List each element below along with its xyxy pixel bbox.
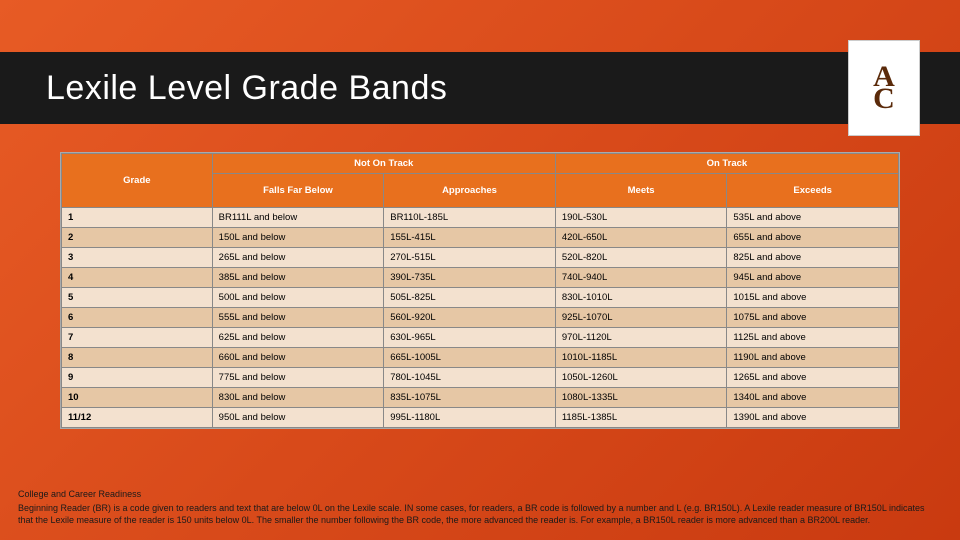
band-cell: 1015L and above	[727, 288, 899, 308]
table-row: 1BR111L and belowBR110L-185L190L-530L535…	[62, 208, 899, 228]
band-cell: 520L-820L	[555, 248, 727, 268]
band-cell: 665L-1005L	[384, 348, 556, 368]
band-cell: 950L and below	[212, 408, 384, 428]
band-cell: 775L and below	[212, 368, 384, 388]
table-row: 3265L and below270L-515L520L-820L825L an…	[62, 248, 899, 268]
grade-cell: 4	[62, 268, 213, 288]
grade-cell: 1	[62, 208, 213, 228]
band-cell: 945L and above	[727, 268, 899, 288]
band-cell: 740L-940L	[555, 268, 727, 288]
band-cell: 995L-1180L	[384, 408, 556, 428]
band-cell: 1390L and above	[727, 408, 899, 428]
band-cell: 535L and above	[727, 208, 899, 228]
logo-letter-c: C	[873, 88, 895, 111]
page-title: Lexile Level Grade Bands	[46, 69, 447, 108]
band-cell: BR111L and below	[212, 208, 384, 228]
logo-letters: A C	[873, 66, 895, 111]
grade-cell: 2	[62, 228, 213, 248]
band-cell: 1050L-1260L	[555, 368, 727, 388]
band-cell: 1010L-1185L	[555, 348, 727, 368]
band-cell: 1080L-1335L	[555, 388, 727, 408]
band-cell: 1190L and above	[727, 348, 899, 368]
lexile-table-container: Grade Not On Track On Track Falls Far Be…	[60, 152, 900, 429]
band-cell: 155L-415L	[384, 228, 556, 248]
band-cell: 625L and below	[212, 328, 384, 348]
band-cell: 830L-1010L	[555, 288, 727, 308]
band-cell: 500L and below	[212, 288, 384, 308]
grade-cell: 6	[62, 308, 213, 328]
subheader-approaches: Approaches	[384, 174, 556, 208]
subheader-falls-far-below: Falls Far Below	[212, 174, 384, 208]
header-on-track: On Track	[555, 154, 898, 174]
table-row: 4385L and below390L-735L740L-940L945L an…	[62, 268, 899, 288]
band-cell: 1075L and above	[727, 308, 899, 328]
band-cell: 560L-920L	[384, 308, 556, 328]
table-row: 2150L and below155L-415L420L-650L655L an…	[62, 228, 899, 248]
band-cell: 265L and below	[212, 248, 384, 268]
lexile-table: Grade Not On Track On Track Falls Far Be…	[61, 153, 899, 428]
band-cell: 190L-530L	[555, 208, 727, 228]
grade-cell: 10	[62, 388, 213, 408]
band-cell: 1185L-1385L	[555, 408, 727, 428]
slide: Lexile Level Grade Bands A C Grade Not O…	[0, 0, 960, 540]
band-cell: 630L-965L	[384, 328, 556, 348]
table-row: 5500L and below505L-825L830L-1010L1015L …	[62, 288, 899, 308]
band-cell: 1340L and above	[727, 388, 899, 408]
table-row: 11/12950L and below995L-1180L1185L-1385L…	[62, 408, 899, 428]
grade-cell: 7	[62, 328, 213, 348]
grade-cell: 8	[62, 348, 213, 368]
grade-cell: 9	[62, 368, 213, 388]
table-row: 7625L and below630L-965L970L-1120L1125L …	[62, 328, 899, 348]
school-logo: A C	[848, 40, 920, 136]
band-cell: 555L and below	[212, 308, 384, 328]
table-row: 9775L and below780L-1045L1050L-1260L1265…	[62, 368, 899, 388]
table-row: 10830L and below835L-1075L1080L-1335L134…	[62, 388, 899, 408]
band-cell: 780L-1045L	[384, 368, 556, 388]
footer-body: Beginning Reader (BR) is a code given to…	[18, 502, 942, 526]
band-cell: 925L-1070L	[555, 308, 727, 328]
band-cell: 150L and below	[212, 228, 384, 248]
subheader-meets: Meets	[555, 174, 727, 208]
table-row: 8660L and below665L-1005L1010L-1185L1190…	[62, 348, 899, 368]
subheader-exceeds: Exceeds	[727, 174, 899, 208]
footer: College and Career Readiness Beginning R…	[18, 488, 942, 526]
band-cell: 825L and above	[727, 248, 899, 268]
title-bar: Lexile Level Grade Bands	[0, 52, 960, 124]
band-cell: 660L and below	[212, 348, 384, 368]
band-cell: 385L and below	[212, 268, 384, 288]
band-cell: 420L-650L	[555, 228, 727, 248]
band-cell: 390L-735L	[384, 268, 556, 288]
grade-cell: 11/12	[62, 408, 213, 428]
footer-heading: College and Career Readiness	[18, 488, 942, 500]
grade-cell: 3	[62, 248, 213, 268]
table-header: Grade Not On Track On Track Falls Far Be…	[62, 154, 899, 208]
band-cell: 970L-1120L	[555, 328, 727, 348]
band-cell: 1125L and above	[727, 328, 899, 348]
band-cell: 505L-825L	[384, 288, 556, 308]
table-row: 6555L and below560L-920L925L-1070L1075L …	[62, 308, 899, 328]
header-not-on-track: Not On Track	[212, 154, 555, 174]
band-cell: BR110L-185L	[384, 208, 556, 228]
grade-cell: 5	[62, 288, 213, 308]
band-cell: 1265L and above	[727, 368, 899, 388]
header-grade: Grade	[62, 154, 213, 208]
table-body: 1BR111L and belowBR110L-185L190L-530L535…	[62, 208, 899, 428]
band-cell: 270L-515L	[384, 248, 556, 268]
band-cell: 655L and above	[727, 228, 899, 248]
band-cell: 830L and below	[212, 388, 384, 408]
band-cell: 835L-1075L	[384, 388, 556, 408]
